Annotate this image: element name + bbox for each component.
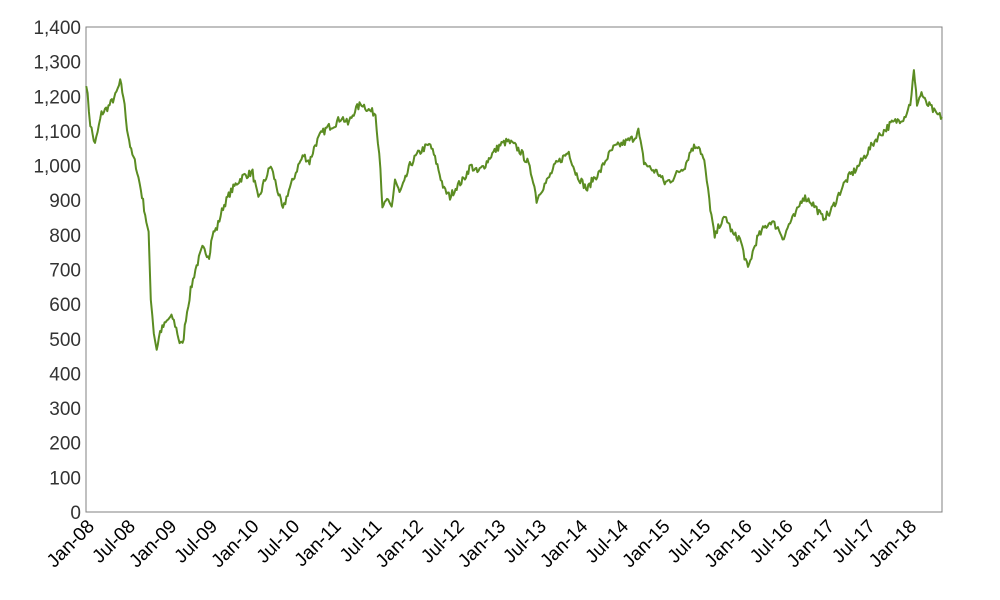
y-tick-label: 300 — [49, 399, 81, 420]
y-tick-label: 400 — [49, 364, 81, 385]
x-tick-label: Jan-09 — [125, 516, 181, 572]
plot-area — [85, 26, 943, 513]
x-tick-label: Jan-14 — [536, 516, 592, 572]
x-tick-label: Jan-16 — [701, 516, 757, 572]
y-tick-label: 600 — [49, 295, 81, 316]
x-tick-label: Jan-12 — [372, 516, 428, 572]
y-tick-label: 0 — [70, 503, 81, 524]
y-tick-label: 1,400 — [33, 18, 81, 39]
x-tick-label: Jan-18 — [865, 516, 921, 572]
y-tick-label: 900 — [49, 191, 81, 212]
series-line — [85, 69, 943, 351]
y-axis: 0 100 200 300 400 500 600 700 800 900 1,000 1,100 1,… — [33, 18, 81, 524]
x-axis: Jan-08Jul-08Jan-09Jul-09Jan-10Jul-10Jan-… — [43, 516, 921, 572]
x-tick-label: Jan-13 — [454, 516, 510, 572]
y-tick-label: 1,300 — [33, 53, 81, 74]
y-tick-label: 800 — [49, 226, 81, 247]
y-tick-label: 100 — [49, 468, 81, 489]
y-tick-label: 1,000 — [33, 157, 81, 178]
x-tick-label: Jan-15 — [619, 516, 675, 572]
x-tick-label: Jan-11 — [291, 516, 346, 571]
x-tick-label: Jan-10 — [208, 516, 264, 572]
series-layer — [85, 69, 943, 351]
y-tick-label: 200 — [49, 434, 81, 455]
y-tick-label: 500 — [49, 330, 81, 351]
y-tick-label: 700 — [49, 261, 81, 282]
x-tick-label: Jan-17 — [783, 516, 839, 572]
y-tick-label: 1,200 — [33, 87, 81, 108]
x-tick-label: Jan-08 — [43, 516, 99, 572]
y-tick-label: 1,100 — [33, 122, 81, 143]
